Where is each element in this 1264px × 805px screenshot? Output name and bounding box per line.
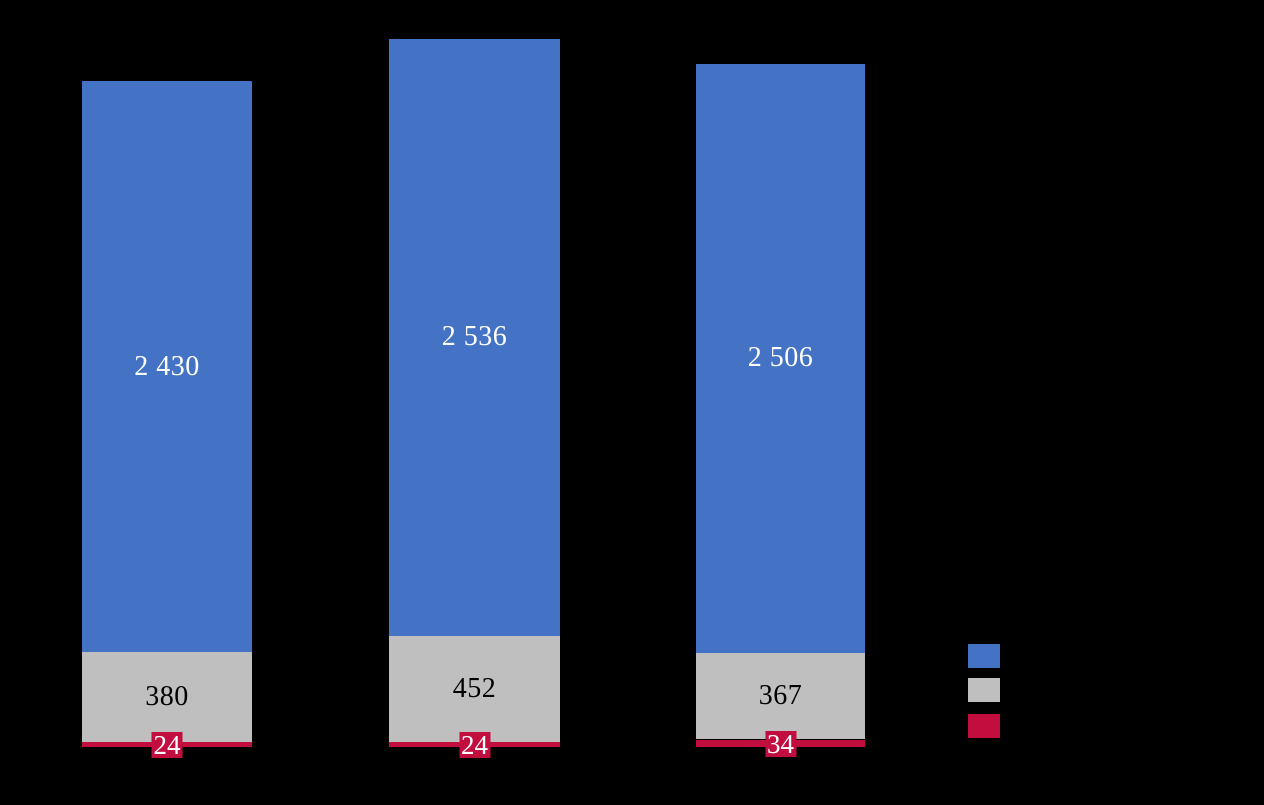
bar-segment: 2 430 bbox=[82, 80, 252, 653]
data-label: 380 bbox=[145, 681, 189, 713]
legend-swatch bbox=[968, 644, 1000, 668]
data-label: 2 430 bbox=[134, 350, 200, 382]
bar-segment: 452 bbox=[389, 635, 560, 742]
legend-swatch bbox=[968, 713, 1000, 738]
data-label: 24 bbox=[151, 729, 183, 760]
data-label: 452 bbox=[452, 672, 497, 704]
bar-segment: 2 506 bbox=[696, 63, 865, 654]
bar-segment: 367 bbox=[696, 653, 865, 740]
data-label: 24 bbox=[459, 729, 490, 760]
bar-segment: 380 bbox=[82, 652, 252, 742]
data-label: 367 bbox=[758, 680, 803, 712]
data-label: 2 536 bbox=[441, 321, 508, 353]
bar-segment: 2 536 bbox=[389, 39, 560, 636]
data-label: 34 bbox=[765, 728, 796, 759]
legend-swatch bbox=[968, 677, 1000, 702]
data-label: 2 506 bbox=[747, 342, 814, 374]
